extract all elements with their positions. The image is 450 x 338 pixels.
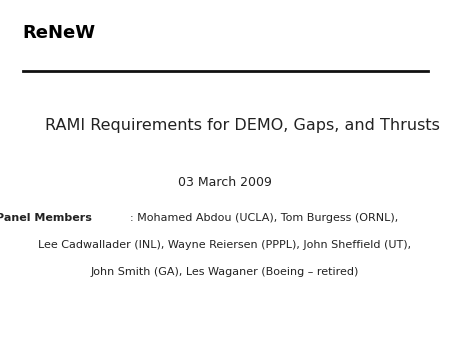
Text: RAMI Requirements for DEMO, Gaps, and Thrusts: RAMI Requirements for DEMO, Gaps, and Th… — [45, 118, 440, 132]
Text: John Smith (GA), Les Waganer (Boeing – retired): John Smith (GA), Les Waganer (Boeing – r… — [91, 267, 359, 277]
Text: Lee Cadwallader (INL), Wayne Reiersen (PPPL), John Sheffield (UT),: Lee Cadwallader (INL), Wayne Reiersen (P… — [38, 240, 412, 250]
Text: 03 March 2009: 03 March 2009 — [178, 176, 272, 189]
Text: : Mohamed Abdou (UCLA), Tom Burgess (ORNL),: : Mohamed Abdou (UCLA), Tom Burgess (ORN… — [130, 213, 398, 223]
Text: RAMI Panel Members: RAMI Panel Members — [0, 213, 91, 223]
Text: ReNeW: ReNeW — [22, 24, 95, 42]
